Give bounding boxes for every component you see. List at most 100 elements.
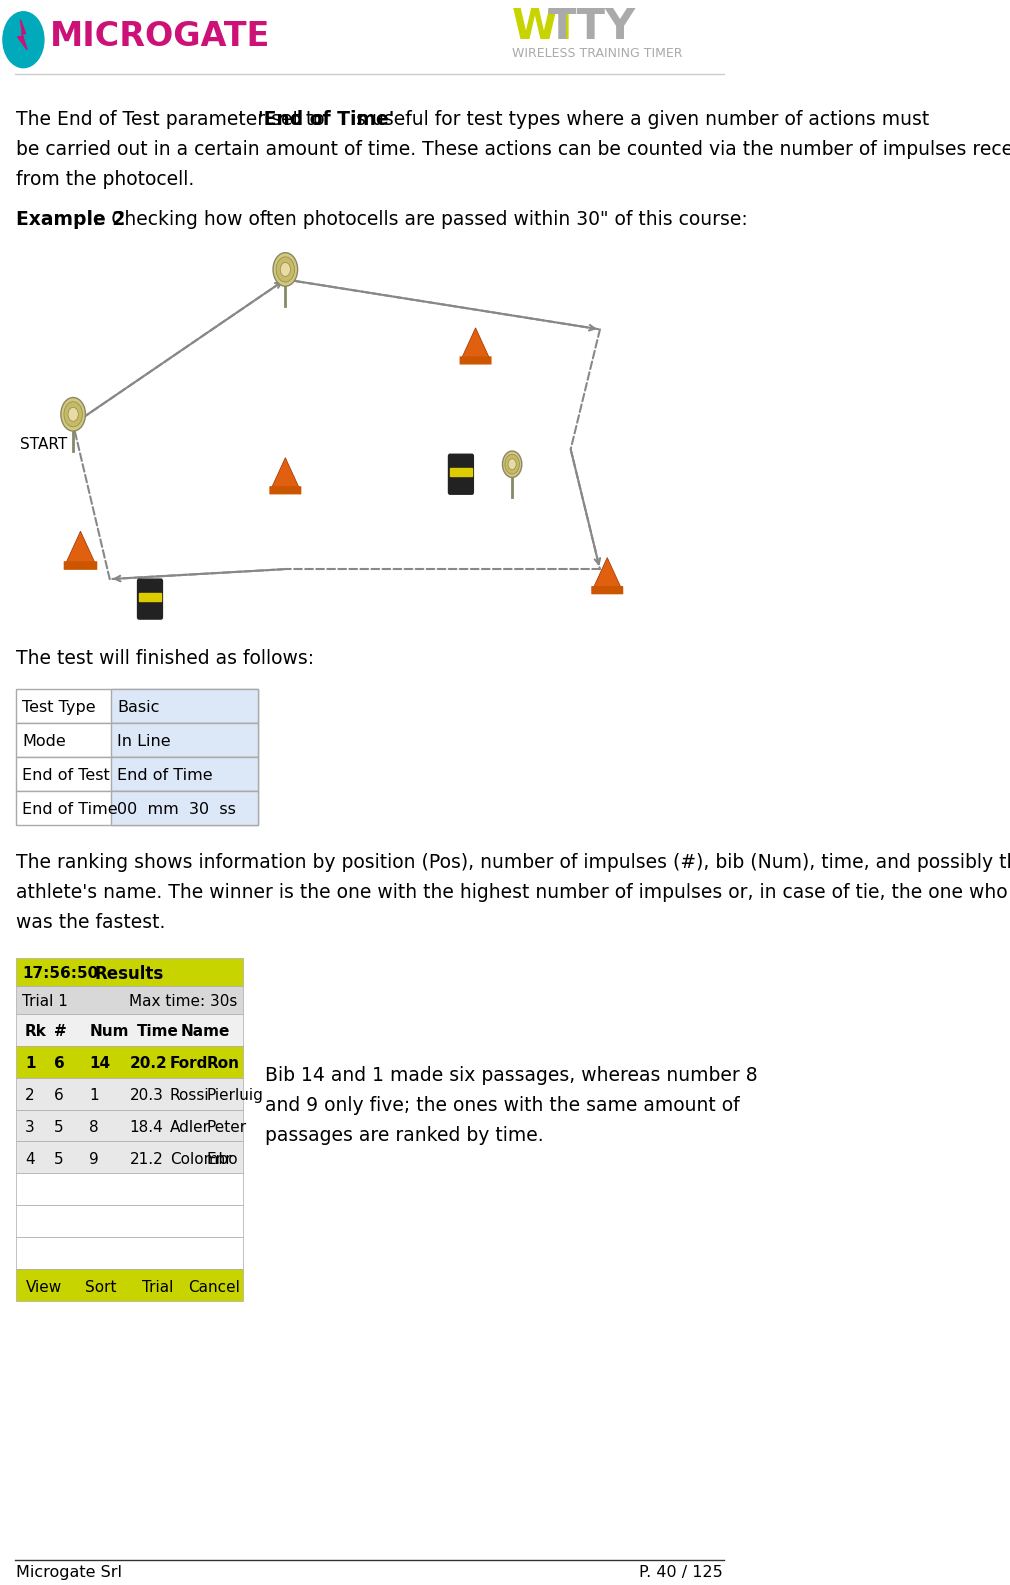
- Text: The test will finished as follows:: The test will finished as follows:: [16, 648, 314, 667]
- Text: and 9 only five; the ones with the same amount of: and 9 only five; the ones with the same …: [265, 1095, 739, 1114]
- Text: Mode: Mode: [22, 734, 66, 750]
- Bar: [16, 957, 242, 986]
- Bar: [16, 758, 258, 791]
- Text: Peter: Peter: [206, 1121, 246, 1135]
- Text: MICROGATE: MICROGATE: [49, 21, 270, 54]
- Text: Name: Name: [181, 1024, 230, 1040]
- Text: 2: 2: [25, 1087, 34, 1103]
- Bar: [16, 1141, 242, 1173]
- Bar: [16, 1014, 242, 1046]
- Polygon shape: [593, 558, 621, 588]
- Bar: [16, 791, 258, 824]
- Text: Colombo: Colombo: [170, 1152, 237, 1167]
- Bar: [449, 468, 472, 476]
- Text: End of Time: End of Time: [22, 802, 117, 818]
- Text: WI: WI: [512, 6, 574, 48]
- Bar: [16, 1270, 242, 1301]
- Circle shape: [68, 407, 79, 422]
- Bar: [16, 1206, 242, 1238]
- Bar: [111, 723, 258, 758]
- Text: is useful for test types where a given number of actions must: is useful for test types where a given n…: [345, 109, 929, 128]
- Text: Enr: Enr: [206, 1152, 232, 1167]
- Text: WIRELESS TRAINING TIMER: WIRELESS TRAINING TIMER: [512, 48, 683, 60]
- Text: Example 2: Example 2: [16, 209, 125, 228]
- Text: Rossi: Rossi: [170, 1087, 209, 1103]
- Text: Sort: Sort: [86, 1279, 117, 1295]
- FancyBboxPatch shape: [461, 357, 491, 365]
- Text: View: View: [26, 1279, 63, 1295]
- Text: The End of Test parameter set to: The End of Test parameter set to: [16, 109, 330, 128]
- Polygon shape: [17, 19, 27, 49]
- Polygon shape: [66, 531, 95, 563]
- Polygon shape: [272, 458, 299, 488]
- Bar: [111, 689, 258, 723]
- Circle shape: [503, 452, 522, 477]
- Circle shape: [280, 263, 291, 276]
- Text: Adler: Adler: [170, 1121, 210, 1135]
- Bar: [16, 986, 242, 1014]
- Text: Pierluig: Pierluig: [206, 1087, 264, 1103]
- Text: Basic: Basic: [117, 701, 160, 715]
- Bar: [111, 758, 258, 791]
- Bar: [16, 1110, 242, 1141]
- Circle shape: [3, 11, 43, 68]
- Text: Trial: Trial: [142, 1279, 174, 1295]
- Circle shape: [64, 401, 83, 426]
- Bar: [139, 593, 161, 601]
- Text: 1: 1: [25, 1056, 35, 1071]
- Text: be carried out in a certain amount of time. These actions can be counted via the: be carried out in a certain amount of ti…: [16, 139, 1010, 158]
- Text: 'End of Time': 'End of Time': [258, 109, 394, 128]
- Text: 20.2: 20.2: [129, 1056, 168, 1071]
- Text: TTY: TTY: [547, 6, 635, 48]
- Text: P. 40 / 125: P. 40 / 125: [639, 1564, 723, 1580]
- Bar: [16, 689, 258, 723]
- Text: 5: 5: [55, 1121, 64, 1135]
- Text: from the photocell.: from the photocell.: [16, 170, 194, 189]
- Text: Bib 14 and 1 made six passages, whereas number 8: Bib 14 and 1 made six passages, whereas …: [265, 1065, 758, 1084]
- Text: Microgate Srl: Microgate Srl: [16, 1564, 122, 1580]
- Text: START: START: [20, 437, 68, 452]
- Text: 20.3: 20.3: [129, 1087, 164, 1103]
- Text: Num: Num: [89, 1024, 128, 1040]
- Text: Rk: Rk: [25, 1024, 46, 1040]
- Text: End of Time: End of Time: [117, 769, 213, 783]
- FancyBboxPatch shape: [65, 563, 97, 569]
- Circle shape: [508, 458, 516, 469]
- Bar: [111, 791, 258, 824]
- Text: End of Test: End of Test: [22, 769, 110, 783]
- Text: Ford: Ford: [170, 1056, 208, 1071]
- Text: passages are ranked by time.: passages are ranked by time.: [265, 1125, 543, 1144]
- Text: 6: 6: [55, 1056, 65, 1071]
- Bar: [16, 1238, 242, 1270]
- Text: #: #: [55, 1024, 67, 1040]
- Text: 9: 9: [89, 1152, 99, 1167]
- Bar: [16, 1173, 242, 1206]
- Text: 18.4: 18.4: [129, 1121, 164, 1135]
- Text: 6: 6: [55, 1087, 64, 1103]
- Text: athlete's name. The winner is the one with the highest number of impulses or, in: athlete's name. The winner is the one wi…: [16, 883, 1008, 902]
- Bar: [16, 1078, 242, 1110]
- Circle shape: [505, 455, 519, 474]
- Text: Time: Time: [136, 1024, 179, 1040]
- Text: Max time: 30s: Max time: 30s: [128, 994, 237, 1010]
- Text: 14: 14: [89, 1056, 110, 1071]
- Text: 1: 1: [89, 1087, 99, 1103]
- Circle shape: [273, 252, 298, 287]
- Bar: [16, 1046, 242, 1078]
- Text: Trial 1: Trial 1: [22, 994, 68, 1010]
- FancyBboxPatch shape: [270, 487, 301, 493]
- Text: The ranking shows information by position (Pos), number of impulses (#), bib (Nu: The ranking shows information by positio…: [16, 853, 1010, 872]
- Text: Ron: Ron: [206, 1056, 239, 1071]
- Circle shape: [276, 257, 295, 282]
- Text: Test Type: Test Type: [22, 701, 96, 715]
- Text: 00  mm  30  ss: 00 mm 30 ss: [117, 802, 236, 818]
- Text: Cancel: Cancel: [189, 1279, 240, 1295]
- Text: 8: 8: [89, 1121, 99, 1135]
- Text: 5: 5: [55, 1152, 64, 1167]
- Text: In Line: In Line: [117, 734, 171, 750]
- Text: Results: Results: [95, 965, 164, 983]
- Text: 17:56:50: 17:56:50: [22, 967, 98, 981]
- Polygon shape: [462, 328, 490, 358]
- FancyBboxPatch shape: [137, 579, 163, 620]
- Text: was the fastest.: was the fastest.: [16, 913, 166, 932]
